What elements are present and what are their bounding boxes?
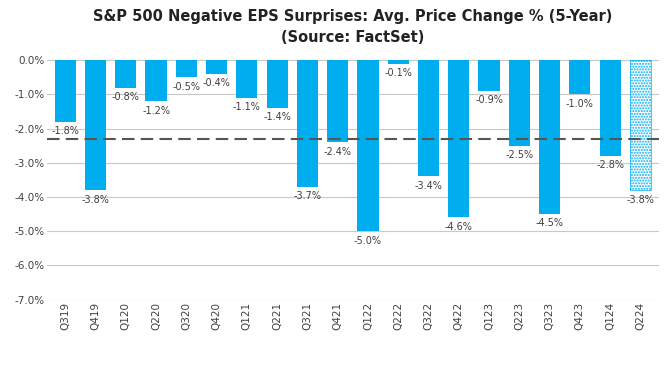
- Bar: [297, 60, 318, 187]
- Text: -2.4%: -2.4%: [324, 147, 351, 157]
- Bar: [388, 60, 409, 64]
- Text: -3.7%: -3.7%: [294, 191, 321, 201]
- Bar: [115, 60, 136, 88]
- Title: S&P 500 Negative EPS Surprises: Avg. Price Change % (5-Year)
(Source: FactSet): S&P 500 Negative EPS Surprises: Avg. Pri…: [93, 8, 612, 45]
- Text: -2.5%: -2.5%: [505, 150, 534, 160]
- Text: -0.9%: -0.9%: [475, 95, 503, 105]
- Bar: [206, 60, 227, 74]
- Bar: [448, 60, 469, 217]
- Text: -1.0%: -1.0%: [566, 99, 594, 109]
- Text: -5.0%: -5.0%: [354, 235, 382, 246]
- Bar: [237, 60, 257, 98]
- Bar: [509, 60, 530, 146]
- Bar: [478, 60, 499, 91]
- Bar: [630, 60, 651, 190]
- Bar: [175, 60, 197, 77]
- Text: -3.8%: -3.8%: [81, 195, 110, 205]
- Text: -1.8%: -1.8%: [51, 126, 79, 136]
- Text: -1.1%: -1.1%: [233, 102, 261, 112]
- Text: -0.8%: -0.8%: [112, 92, 140, 102]
- Bar: [145, 60, 167, 101]
- Text: -4.6%: -4.6%: [445, 222, 472, 232]
- Bar: [418, 60, 439, 176]
- Text: -2.8%: -2.8%: [596, 161, 624, 170]
- Text: -0.1%: -0.1%: [384, 68, 412, 78]
- Text: -3.8%: -3.8%: [626, 195, 655, 205]
- Bar: [327, 60, 348, 142]
- Bar: [358, 60, 378, 231]
- Bar: [569, 60, 591, 94]
- Bar: [54, 60, 76, 122]
- Text: -0.4%: -0.4%: [203, 78, 230, 88]
- Bar: [630, 60, 651, 190]
- Text: -3.4%: -3.4%: [415, 181, 442, 191]
- Text: -4.5%: -4.5%: [536, 218, 564, 228]
- Text: -1.2%: -1.2%: [142, 106, 170, 116]
- Bar: [599, 60, 621, 156]
- Bar: [85, 60, 106, 190]
- Bar: [539, 60, 560, 214]
- Bar: [267, 60, 288, 108]
- Text: -0.5%: -0.5%: [172, 82, 200, 92]
- Text: -1.4%: -1.4%: [263, 113, 291, 122]
